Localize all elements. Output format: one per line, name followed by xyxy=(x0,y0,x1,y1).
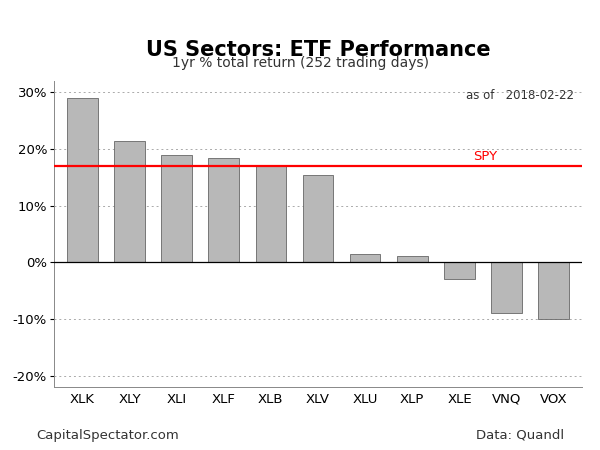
Text: Data: Quandl: Data: Quandl xyxy=(476,429,564,442)
Title: US Sectors: ETF Performance: US Sectors: ETF Performance xyxy=(146,40,490,60)
Text: as of   2018-02-22: as of 2018-02-22 xyxy=(466,89,574,102)
Bar xyxy=(208,158,239,262)
Text: SPY: SPY xyxy=(473,149,497,162)
Bar xyxy=(397,256,428,262)
Bar xyxy=(256,166,286,262)
Bar xyxy=(67,98,98,262)
Text: CapitalSpectator.com: CapitalSpectator.com xyxy=(36,429,179,442)
Bar xyxy=(491,262,522,313)
Bar xyxy=(538,262,569,319)
Bar xyxy=(302,175,334,262)
Bar xyxy=(114,140,145,262)
Bar xyxy=(350,254,380,262)
Bar xyxy=(161,155,192,262)
Bar xyxy=(444,262,475,279)
Text: 1yr % total return (252 trading days): 1yr % total return (252 trading days) xyxy=(172,56,428,70)
